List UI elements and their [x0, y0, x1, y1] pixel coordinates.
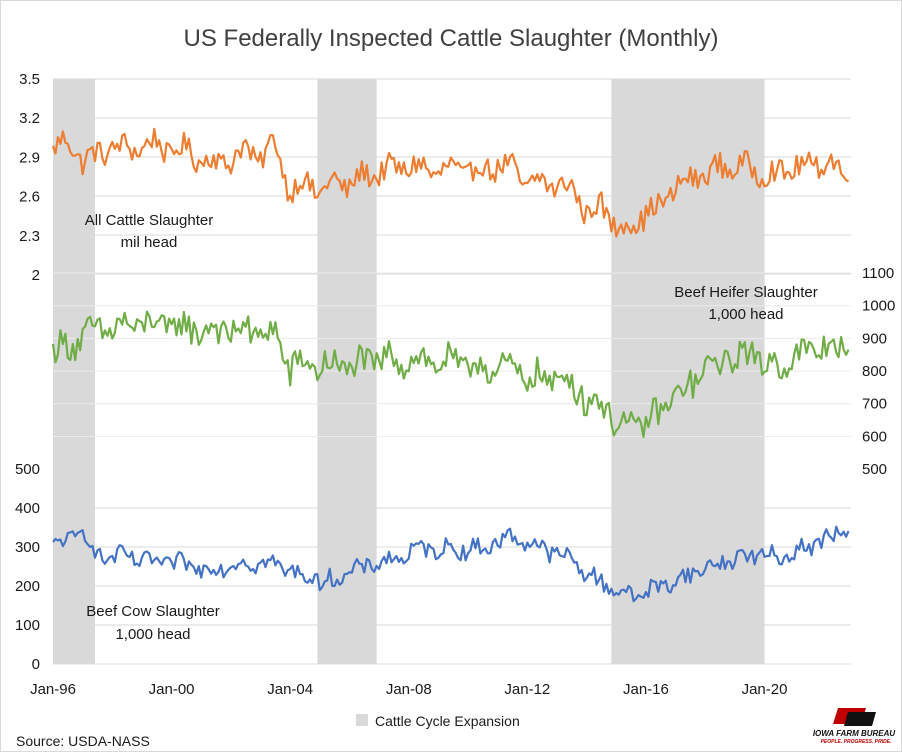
ytick-beef-cow-slaughter-0: 500 [15, 461, 40, 478]
ytick-all-cattle-slaughter-2: 2.9 [19, 149, 40, 166]
ytick-all-cattle-slaughter-0: 3.5 [19, 71, 40, 88]
beef-cow-label: Beef Cow Slaughter [86, 603, 219, 620]
ytick-all-cattle-slaughter-5: 2 [32, 267, 40, 284]
ytick-all-cattle-slaughter-1: 3.2 [19, 110, 40, 127]
ytick-beef-heifer-slaughter-6: 500 [862, 461, 887, 478]
ytick-beef-heifer-slaughter-1: 1000 [862, 298, 895, 315]
series-lines [51, 127, 850, 603]
gridlines [53, 78, 851, 665]
legend-swatch [356, 714, 368, 726]
xtick-2: Jan-04 [267, 681, 313, 698]
ytick-beef-heifer-slaughter-5: 600 [862, 428, 887, 445]
ytick-beef-cow-slaughter-5: 0 [32, 656, 40, 673]
xtick-4: Jan-12 [504, 681, 550, 698]
ytick-beef-heifer-slaughter-2: 900 [862, 330, 887, 347]
all-cattle-unit: mil head [121, 234, 178, 251]
ytick-beef-cow-slaughter-4: 100 [15, 617, 40, 634]
ytick-beef-cow-slaughter-2: 300 [15, 539, 40, 556]
all-cattle-label: All Cattle Slaughter [85, 212, 213, 229]
chart-title: US Federally Inspected Cattle Slaughter … [184, 25, 719, 52]
heifer-label: Beef Heifer Slaughter [674, 284, 817, 301]
ytick-beef-heifer-slaughter-3: 800 [862, 363, 887, 380]
ytick-all-cattle-slaughter-4: 2.3 [19, 228, 40, 245]
logo-tagline: PEOPLE. PROGRESS. PRIDE. [821, 739, 892, 745]
tick-labels: 3.53.22.92.62.32 110010009008007006005005… [15, 71, 895, 698]
ytick-beef-cow-slaughter-3: 200 [15, 578, 40, 595]
source-note: Source: USDA-NASS [16, 733, 150, 749]
series-line-all-cattle-slaughter [51, 127, 850, 238]
logo-name: IOWA FARM BUREAU [813, 729, 896, 738]
series-line-beef-cow-slaughter [52, 525, 850, 603]
heifer-unit: 1,000 head [708, 306, 783, 323]
xtick-1: Jan-00 [149, 681, 195, 698]
beef-cow-unit: 1,000 head [115, 626, 190, 643]
xtick-0: Jan-96 [30, 681, 76, 698]
ytick-all-cattle-slaughter-3: 2.6 [19, 189, 40, 206]
xtick-6: Jan-20 [742, 681, 788, 698]
xtick-3: Jan-08 [386, 681, 432, 698]
ytick-beef-heifer-slaughter-4: 700 [862, 396, 887, 413]
ytick-beef-heifer-slaughter-0: 1100 [862, 265, 894, 282]
legend-label: Cattle Cycle Expansion [375, 713, 520, 729]
series-line-beef-heifer-slaughter [51, 310, 850, 438]
ytick-beef-cow-slaughter-1: 400 [15, 500, 40, 517]
xtick-5: Jan-16 [623, 681, 669, 698]
farm-bureau-logo: IOWA FARM BUREAU PEOPLE. PROGRESS. PRIDE… [813, 708, 896, 745]
